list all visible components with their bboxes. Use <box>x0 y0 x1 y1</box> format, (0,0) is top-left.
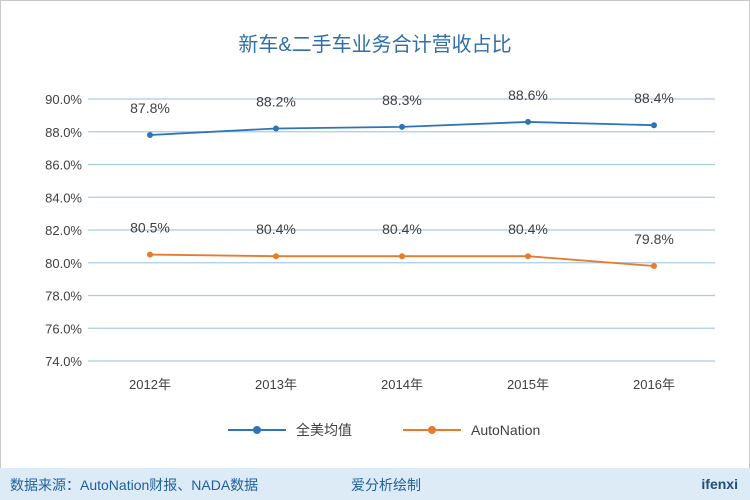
x-axis-ticks: 2012年 2013年 2014年 2015年 2016年 <box>129 377 675 392</box>
data-label: 88.3% <box>382 92 422 108</box>
data-point <box>147 132 153 139</box>
y-tick-label: 80.0% <box>45 256 82 271</box>
data-point <box>651 263 657 270</box>
legend-swatch-national-average <box>228 426 286 434</box>
line-chart: 74.0% 76.0% 78.0% 80.0% 82.0% 84.0% 86.0% 88.0%… <box>45 87 715 392</box>
data-label: 80.4% <box>256 221 296 237</box>
y-axis-ticks: 74.0% 76.0% 78.0% 80.0% 82.0% 84.0% 86.0% 88.0%… <box>45 92 82 369</box>
brand-logo: ifenxi <box>701 476 738 492</box>
data-label: 88.6% <box>508 87 548 103</box>
legend-label-national-average: 全美均值 <box>296 422 352 438</box>
y-tick-label: 90.0% <box>45 92 82 107</box>
legend-item-autonation[interactable]: AutoNation <box>403 420 540 440</box>
x-tick-label: 2012年 <box>129 377 171 392</box>
data-source-text: 数据来源：AutoNation财报、NADA数据 <box>10 477 259 493</box>
legend-item-national-average[interactable]: 全美均值 <box>228 420 352 440</box>
y-tick-label: 86.0% <box>45 158 82 173</box>
data-point <box>525 253 531 260</box>
credit-text: 爱分析绘制 <box>351 477 421 493</box>
legend-label-autonation: AutoNation <box>471 422 541 438</box>
y-tick-label: 76.0% <box>45 321 82 336</box>
y-tick-label: 82.0% <box>45 223 82 238</box>
data-label: 80.4% <box>382 221 422 237</box>
data-point <box>399 253 405 260</box>
data-point <box>525 118 531 125</box>
gridlines <box>88 98 715 362</box>
data-label: 79.8% <box>634 231 674 247</box>
data-point <box>399 123 405 130</box>
data-label: 80.5% <box>130 220 170 236</box>
x-tick-label: 2014年 <box>381 377 423 392</box>
data-point <box>273 253 279 260</box>
y-tick-label: 84.0% <box>45 190 82 205</box>
data-label: 88.4% <box>634 90 674 106</box>
data-point <box>651 122 657 129</box>
y-tick-label: 74.0% <box>45 354 82 369</box>
x-tick-label: 2013年 <box>255 377 297 392</box>
legend: 全美均值 AutoNation <box>0 420 750 440</box>
data-point <box>147 251 153 258</box>
series-group: 87.8% 88.2% 88.3% 88.6% 88.4% 80.5% 80.4% 80.4%… <box>130 87 674 270</box>
y-tick-label: 88.0% <box>45 125 82 140</box>
x-tick-label: 2015年 <box>507 377 549 392</box>
data-point <box>273 125 279 132</box>
data-label: 88.2% <box>256 93 296 109</box>
x-tick-label: 2016年 <box>633 377 675 392</box>
y-tick-label: 78.0% <box>45 289 82 304</box>
footer-bar: 数据来源：AutoNation财报、NADA数据 爱分析绘制 ifenxi <box>0 468 750 500</box>
data-label: 87.8% <box>130 100 170 116</box>
data-label: 80.4% <box>508 221 548 237</box>
chart-title: 新车&二手车业务合计营收占比 <box>238 34 512 56</box>
legend-swatch-autonation <box>403 426 461 434</box>
